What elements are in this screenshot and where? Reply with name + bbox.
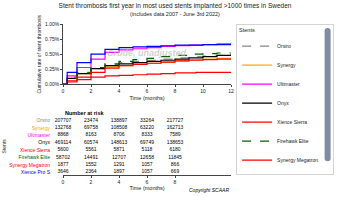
svg-text:Synergy: Synergy	[277, 62, 296, 68]
svg-text:Firehawk Elite: Firehawk Elite	[19, 154, 51, 160]
svg-text:6: 6	[146, 88, 149, 94]
svg-text:5561: 5561	[85, 146, 96, 152]
svg-text:Xience Sierra: Xience Sierra	[20, 147, 50, 153]
svg-text:Xience Sierra: Xience Sierra	[277, 119, 307, 125]
svg-text:Synergy: Synergy	[32, 125, 51, 131]
svg-text:162713: 162713	[167, 124, 184, 130]
svg-text:2: 2	[90, 179, 93, 185]
svg-text:Stent thrombosis first year in: Stent thrombosis first year in most used…	[59, 2, 292, 17]
svg-text:7589: 7589	[169, 131, 180, 137]
svg-text:Synergy Megatron: Synergy Megatron	[9, 162, 50, 168]
svg-text:Onyx: Onyx	[277, 100, 289, 106]
svg-text:0.75%: 0.75%	[45, 36, 60, 42]
svg-text:Firehawk Elite: Firehawk Elite	[277, 138, 309, 144]
svg-text:63220: 63220	[140, 124, 154, 130]
svg-text:Ultimaster: Ultimaster	[277, 81, 300, 87]
svg-text:8868: 8868	[57, 131, 68, 137]
svg-text:12658: 12658	[140, 154, 154, 160]
svg-text:3646: 3646	[57, 168, 68, 174]
svg-text:8706: 8706	[113, 131, 124, 137]
svg-text:6: 6	[146, 179, 149, 185]
svg-text:Stents: Stents	[1, 139, 7, 154]
svg-text:4: 4	[118, 88, 121, 94]
svg-text:69758: 69758	[84, 124, 98, 130]
svg-text:11845: 11845	[168, 154, 182, 160]
svg-text:0: 0	[62, 179, 65, 185]
svg-text:0: 0	[62, 88, 65, 94]
svg-text:2: 2	[90, 88, 93, 94]
svg-text:Orsiro: Orsiro	[36, 117, 50, 123]
svg-text:138653: 138653	[167, 139, 184, 145]
svg-text:23474: 23474	[84, 117, 98, 123]
svg-text:60574: 60574	[84, 139, 98, 145]
svg-text:8333: 8333	[141, 131, 152, 137]
svg-text:8: 8	[174, 88, 177, 94]
svg-text:5871: 5871	[113, 146, 124, 152]
svg-text:Number at risk: Number at risk	[65, 110, 104, 116]
svg-text:866: 866	[171, 161, 180, 167]
svg-text:1897: 1897	[113, 168, 124, 174]
svg-text:108508: 108508	[111, 124, 128, 130]
svg-text:2364: 2364	[85, 168, 96, 174]
svg-text:Time (months): Time (months)	[129, 95, 164, 101]
svg-text:1057: 1057	[141, 161, 152, 167]
svg-text:69749: 69749	[140, 139, 154, 145]
svg-text:469114: 469114	[55, 139, 72, 145]
svg-text:0.50%: 0.50%	[45, 51, 60, 57]
svg-text:148613: 148613	[111, 139, 128, 145]
svg-text:207707: 207707	[55, 117, 72, 123]
svg-text:Onyx: Onyx	[38, 139, 50, 145]
svg-text:Xience Pro S: Xience Pro S	[21, 169, 51, 175]
svg-text:132768: 132768	[55, 124, 72, 130]
svg-text:33264: 33264	[140, 117, 154, 123]
svg-text:Copyright SCAAR: Copyright SCAAR	[189, 187, 229, 193]
svg-text:1057: 1057	[141, 168, 152, 174]
svg-text:Synergy Megatron: Synergy Megatron	[277, 157, 318, 163]
svg-text:Time (months): Time (months)	[129, 185, 164, 191]
svg-text:4: 4	[118, 179, 121, 185]
svg-text:58702: 58702	[56, 154, 70, 160]
svg-text:1291: 1291	[113, 161, 124, 167]
svg-text:138897: 138897	[111, 117, 128, 123]
svg-text:10: 10	[200, 88, 206, 94]
svg-text:217727: 217727	[167, 117, 184, 123]
svg-text:669: 669	[171, 168, 180, 174]
svg-text:1.00%: 1.00%	[45, 21, 60, 27]
svg-text:5600: 5600	[57, 146, 68, 152]
svg-text:5118: 5118	[142, 146, 153, 152]
svg-text:0.00%: 0.00%	[45, 81, 60, 87]
svg-text:14491: 14491	[84, 154, 98, 160]
svg-text:Cumulative rate of stent throm: Cumulative rate of stent thrombosis	[36, 14, 42, 93]
svg-text:12707: 12707	[112, 154, 126, 160]
svg-text:Ultimaster: Ultimaster	[27, 132, 50, 138]
svg-text:Stents: Stents	[239, 27, 255, 33]
svg-text:12: 12	[228, 88, 234, 94]
svg-text:Crude, unadjusted: Crude, unadjusted	[107, 48, 187, 58]
svg-text:1877: 1877	[57, 161, 68, 167]
svg-text:0.25%: 0.25%	[45, 66, 60, 72]
svg-text:8: 8	[174, 179, 177, 185]
svg-text:6180: 6180	[169, 146, 180, 152]
svg-text:1552: 1552	[85, 161, 96, 167]
svg-text:8163: 8163	[85, 131, 96, 137]
svg-text:Orsiro: Orsiro	[277, 43, 291, 49]
